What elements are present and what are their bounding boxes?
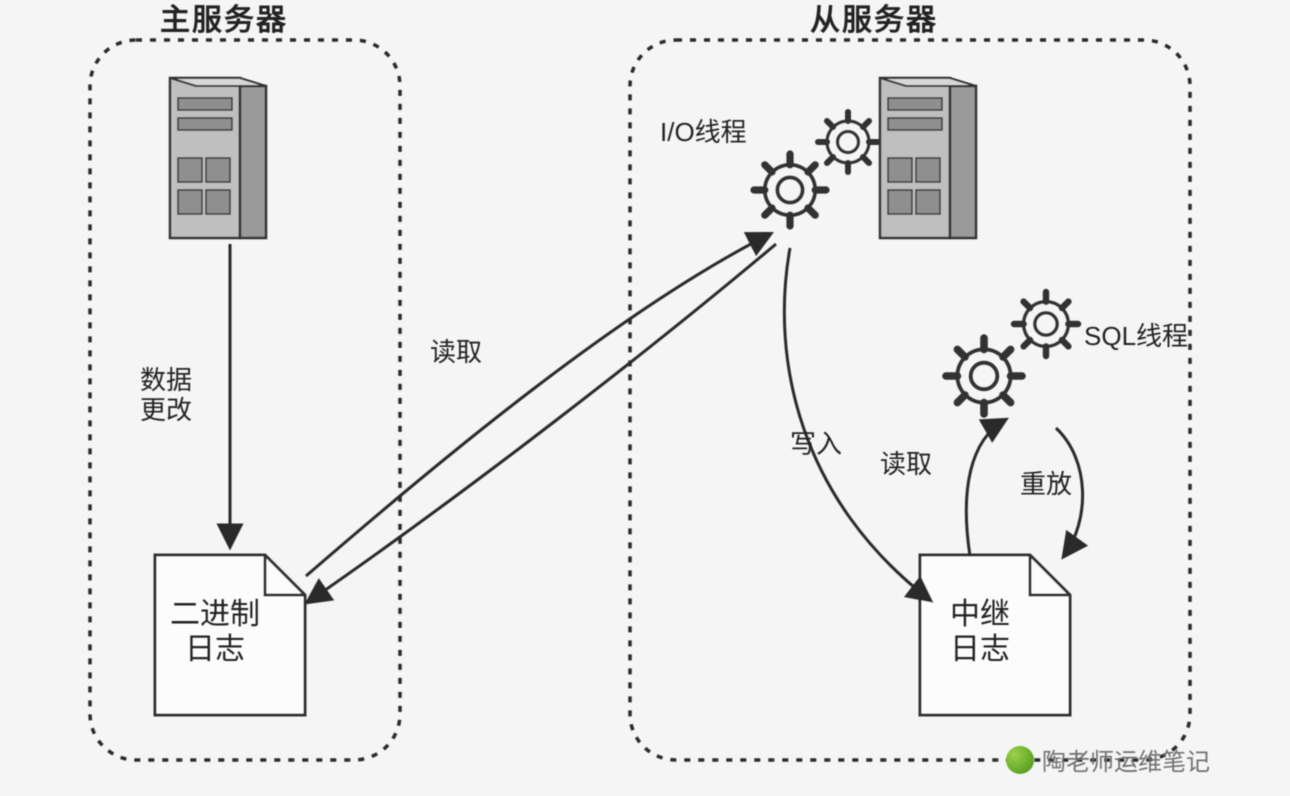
edge-read_binlog_return xyxy=(308,244,776,602)
slave-server-icon xyxy=(880,78,976,238)
replication-diagram xyxy=(0,0,1290,796)
data-change-label: 数据 更改 xyxy=(140,366,192,426)
wechat-icon xyxy=(1006,746,1034,774)
read-relay-label: 读取 xyxy=(880,450,932,480)
watermark: 陶老师运维笔记 xyxy=(1006,742,1210,777)
relaylog-file-label: 中继 日志 xyxy=(950,598,1010,667)
binlog-file-label: 二进制 日志 xyxy=(170,598,260,667)
io-thread-gears-icon xyxy=(754,112,878,226)
slave-box-title: 从服务器 xyxy=(810,4,938,39)
io-thread-label: I/O线程 xyxy=(660,118,747,148)
sql-thread-label: SQL线程 xyxy=(1084,322,1188,352)
replay-label: 重放 xyxy=(1020,470,1072,500)
watermark-text: 陶老师运维笔记 xyxy=(1042,742,1210,777)
edge-read_binlog xyxy=(306,234,770,576)
read-binlog-label: 读取 xyxy=(430,338,482,368)
master-box-title: 主服务器 xyxy=(160,4,288,39)
write-relay-label: 写入 xyxy=(790,430,842,460)
master-server-icon xyxy=(170,78,266,238)
edge-write_relay xyxy=(784,248,930,600)
edge-read_relay xyxy=(966,420,1005,556)
sql-thread-gears-icon xyxy=(946,292,1078,414)
